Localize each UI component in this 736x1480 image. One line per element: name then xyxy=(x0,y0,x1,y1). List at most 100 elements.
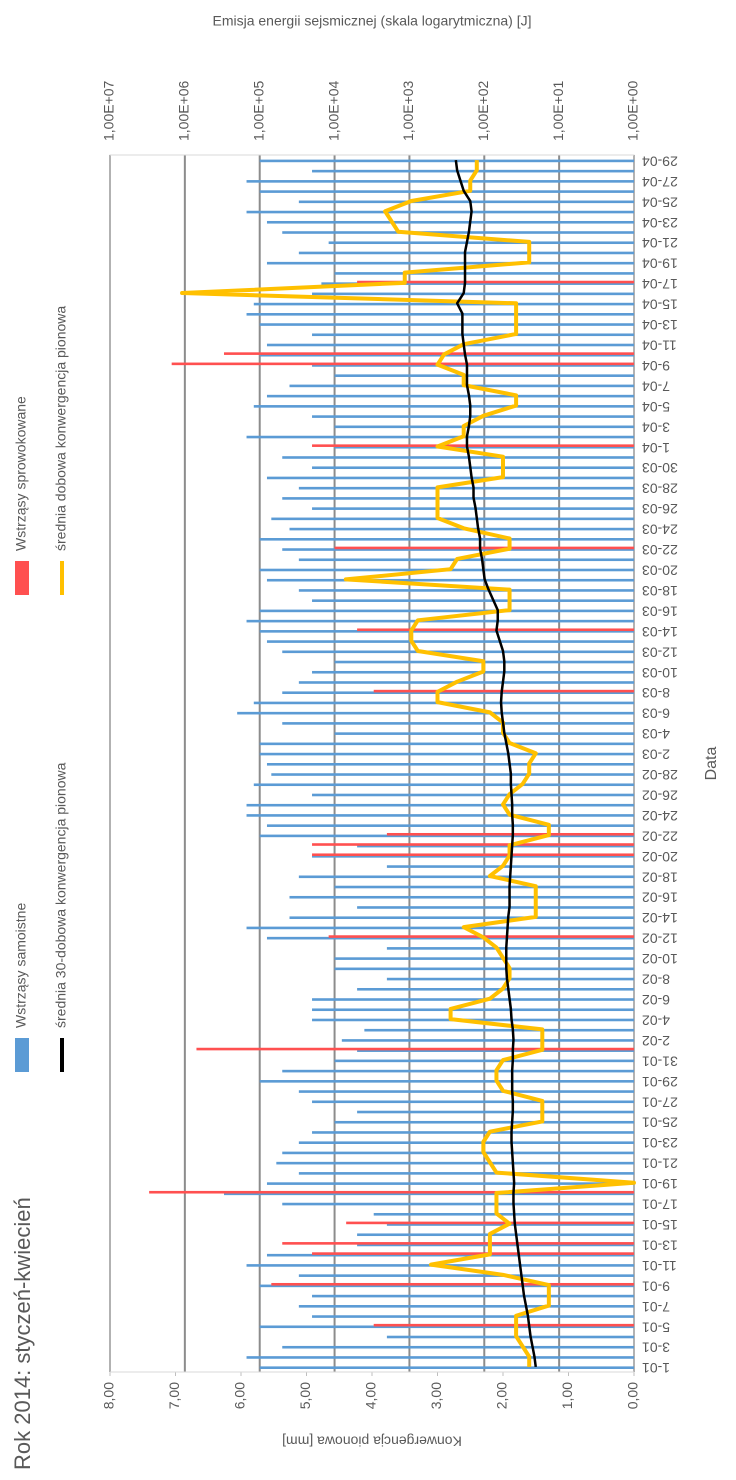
bar xyxy=(266,261,634,265)
y-axis-title: Konwergencja pionowa [mm] xyxy=(282,1433,462,1449)
bar xyxy=(298,251,634,255)
x-tick-label: 15-04 xyxy=(642,297,678,313)
bar xyxy=(253,405,634,408)
bar xyxy=(357,987,634,991)
x-tick-label: 20-02 xyxy=(642,849,678,865)
bar xyxy=(386,1335,634,1339)
bar xyxy=(259,323,634,326)
line xyxy=(454,159,537,1368)
bar xyxy=(334,1120,634,1124)
bar xyxy=(246,814,634,817)
bar xyxy=(259,742,634,746)
x-tick-label: 11-04 xyxy=(642,337,677,353)
x-tick-label: 26-02 xyxy=(642,787,678,803)
x-tick-label: 6-03 xyxy=(642,706,670,722)
x-tick-label: 29-04 xyxy=(642,153,678,169)
x-tick-label: 22-02 xyxy=(642,828,678,844)
bar xyxy=(312,466,634,470)
bar xyxy=(282,650,634,654)
bar xyxy=(246,313,634,316)
bar xyxy=(357,1233,634,1237)
bar xyxy=(246,210,634,214)
bar xyxy=(259,538,634,541)
y2-tick-label: 1,00E+01 xyxy=(550,80,566,141)
bar xyxy=(298,486,634,490)
bar xyxy=(282,1069,634,1073)
bar xyxy=(312,1294,634,1298)
bar xyxy=(266,343,634,347)
bar xyxy=(223,352,634,355)
x-tick-label: 4-02 xyxy=(642,1012,670,1028)
x-tick-label: 25-01 xyxy=(642,1115,678,1131)
bar xyxy=(312,1100,634,1104)
x-tick-label: 5-01 xyxy=(642,1319,670,1335)
bar xyxy=(312,333,634,337)
bar xyxy=(312,843,634,846)
bar xyxy=(246,619,634,623)
bar xyxy=(357,906,634,909)
y-tick-label: 4,00 xyxy=(363,1382,379,1409)
bar xyxy=(259,159,634,163)
y2-tick-label: 1,00E+05 xyxy=(250,80,266,141)
bar xyxy=(312,169,634,173)
x-tick-label: 15-01 xyxy=(642,1217,678,1233)
x-tick-label: 12-02 xyxy=(642,931,678,947)
bar xyxy=(312,599,634,602)
bar xyxy=(312,1315,634,1318)
bar xyxy=(312,998,634,1001)
line xyxy=(180,160,636,1367)
legend-label: średnia dobowa konwergencja pionowa xyxy=(53,306,69,551)
y2-tick-label: 1,00E+04 xyxy=(325,80,341,141)
bar xyxy=(334,885,634,889)
x-tick-label: 16-02 xyxy=(642,890,678,906)
y-tick-label: 5,00 xyxy=(297,1382,313,1409)
x-tick-label: 28-02 xyxy=(642,767,678,783)
bar xyxy=(246,1356,634,1359)
bar xyxy=(312,1008,634,1012)
x-tick-label: 20-03 xyxy=(642,562,678,578)
bar xyxy=(298,875,634,879)
bar xyxy=(289,384,634,388)
x-tick-label: 9-01 xyxy=(642,1278,670,1294)
y2-tick-label: 1,00E+07 xyxy=(101,80,117,141)
y-tick-label: 1,00 xyxy=(559,1382,575,1409)
x-tick-label: 18-02 xyxy=(642,869,678,885)
bar xyxy=(259,609,634,613)
bar xyxy=(298,200,634,204)
x-tick-label: 28-03 xyxy=(642,481,678,497)
x-tick-label: 18-03 xyxy=(642,583,678,599)
bar xyxy=(289,916,634,920)
x-tick-label: 14-02 xyxy=(642,910,678,926)
bar xyxy=(271,773,634,776)
bar xyxy=(266,762,634,766)
bar xyxy=(282,722,634,725)
bar xyxy=(334,425,634,429)
bar xyxy=(266,1182,634,1185)
x-tick-label: 30-03 xyxy=(642,460,678,476)
legend-swatch xyxy=(15,1038,29,1072)
bar xyxy=(298,1274,634,1277)
bar xyxy=(328,241,634,245)
legend-swatch xyxy=(15,561,29,595)
bar xyxy=(298,1090,634,1093)
bar xyxy=(259,1366,634,1369)
bar xyxy=(312,670,634,674)
bar xyxy=(282,1242,634,1245)
bar xyxy=(259,190,634,193)
bar xyxy=(246,435,634,439)
y2-tick-label: 1,00E+06 xyxy=(176,80,192,141)
x-tick-label: 27-04 xyxy=(642,174,678,190)
x-tick-label: 13-04 xyxy=(642,317,678,333)
bar xyxy=(149,1190,634,1194)
bar xyxy=(334,967,634,971)
bar xyxy=(298,1141,634,1144)
x-tick-label: 25-04 xyxy=(642,194,678,210)
bar xyxy=(364,1028,634,1032)
y-tick-label: 8,00 xyxy=(101,1382,117,1409)
bar xyxy=(266,220,634,224)
x-tick-label: 7-01 xyxy=(642,1299,670,1315)
bar xyxy=(357,1110,634,1114)
x-tick-label: 8-02 xyxy=(642,972,670,988)
